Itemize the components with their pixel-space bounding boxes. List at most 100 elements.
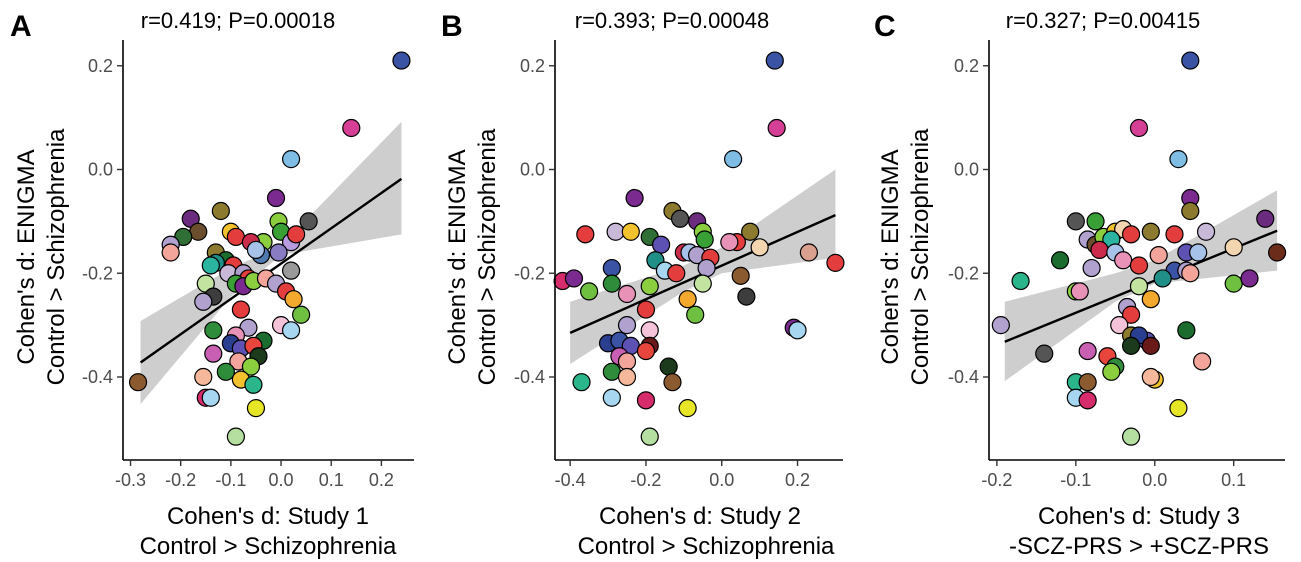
panel-b-point-45 bbox=[788, 321, 807, 340]
panel-b-point-11 bbox=[621, 222, 640, 241]
panel-a-point-40 bbox=[194, 292, 213, 311]
panel-a-x-tick-label: 0.1 bbox=[319, 470, 344, 490]
panel-a-point-13 bbox=[226, 227, 245, 247]
panel-a-x-tick-label: 0.2 bbox=[369, 470, 394, 490]
panel-b-ylabel-line2: Control > Schizophrenia bbox=[474, 128, 501, 385]
panel-b: B r=0.393; P=0.00048 Cohen's d: ENIGMA C… bbox=[441, 8, 845, 560]
panel-c-point-3 bbox=[1169, 150, 1188, 169]
panel-letter-c: C bbox=[874, 10, 896, 43]
panel-c-point-36 bbox=[1181, 264, 1200, 283]
panel-b-point-16 bbox=[750, 238, 769, 257]
panel-a-ylabel-line2: Control > Schizophrenia bbox=[43, 128, 70, 385]
panel-c-y-tick-label: 0.0 bbox=[954, 160, 979, 180]
panel-b-point-10 bbox=[606, 222, 625, 241]
panel-a-point-54 bbox=[204, 344, 223, 363]
panel-c-ylabel-line1: Cohen's d: ENIGMA bbox=[877, 149, 904, 364]
panel-a-y-tick-label: 0.0 bbox=[88, 160, 113, 180]
panel-c-point-24 bbox=[1129, 256, 1149, 275]
panel-b-point-9 bbox=[576, 225, 595, 244]
panel-b-point-55 bbox=[617, 367, 637, 387]
panel-a-point-4 bbox=[266, 188, 286, 208]
panel-b-point-13 bbox=[695, 230, 714, 249]
panel-c-stats-title: r=0.327; P=0.00415 bbox=[1006, 8, 1201, 33]
panel-a-confidence-band bbox=[140, 121, 402, 404]
panel-c-x-tick-label: 0.1 bbox=[1221, 470, 1246, 490]
panel-b-point-23 bbox=[720, 233, 739, 252]
panel-c-point-27 bbox=[1189, 243, 1208, 262]
panel-a-point-58 bbox=[194, 367, 213, 387]
panel-c-point-60 bbox=[1141, 367, 1160, 387]
panel-a-point-8 bbox=[189, 222, 208, 241]
panel-c-point-41 bbox=[1121, 305, 1141, 324]
panel-a-point-56 bbox=[241, 357, 261, 376]
panel-c-point-58 bbox=[1078, 373, 1097, 392]
panel-c-xlabel-line2: -SCZ-PRS > +SCZ-PRS bbox=[1009, 533, 1269, 560]
panel-b-point-15 bbox=[741, 222, 760, 241]
panel-a-point-3 bbox=[281, 150, 301, 169]
panel-b-x-tick-label: 0.2 bbox=[785, 470, 810, 490]
panel-b-point-60 bbox=[678, 399, 697, 418]
panel-a-xlabel-line2: Control > Schizophrenia bbox=[140, 533, 397, 560]
panel-a-point-43 bbox=[292, 305, 311, 324]
panel-a-point-27 bbox=[201, 256, 220, 275]
panel-letter-a: A bbox=[10, 10, 32, 43]
panel-b-point-40 bbox=[737, 287, 756, 306]
panel-a-point-63 bbox=[201, 388, 220, 407]
panel-b-y-tick-label: 0.0 bbox=[520, 160, 545, 180]
panel-b-y-tick-label: -0.2 bbox=[514, 263, 545, 283]
panel-b-point-50 bbox=[636, 341, 656, 361]
panel-c-point-32 bbox=[1082, 258, 1101, 278]
panel-b-ylabel-line1: Cohen's d: ENIGMA bbox=[444, 149, 471, 364]
panel-a-y-tick-label: 0.2 bbox=[88, 56, 113, 76]
panel-b-point-4 bbox=[625, 188, 644, 208]
panel-b-point-26 bbox=[667, 264, 686, 283]
panel-a-point-6 bbox=[211, 201, 230, 221]
panel-c-point-31 bbox=[1153, 269, 1172, 288]
panel-letter-b: B bbox=[441, 10, 463, 43]
panel-b-point-37 bbox=[731, 266, 750, 285]
panel-b-point-27 bbox=[602, 258, 621, 278]
panel-a-point-47 bbox=[204, 321, 223, 340]
panel-c-point-56 bbox=[1102, 362, 1121, 381]
panel-a-point-11 bbox=[161, 243, 180, 262]
panel-a-point-45 bbox=[281, 321, 301, 340]
panel-c-x-tick-label: 0.0 bbox=[1142, 470, 1167, 490]
panel-b-point-29 bbox=[826, 253, 845, 272]
panel-c-point-14 bbox=[1121, 225, 1141, 244]
panel-b-point-18 bbox=[652, 235, 671, 254]
panel-a-point-64 bbox=[246, 399, 266, 418]
panel-c-point-54 bbox=[1035, 344, 1054, 363]
panel-c-point-63 bbox=[1169, 399, 1188, 418]
panel-c-point-23 bbox=[1114, 251, 1133, 270]
panel-b-x-tick-label: -0.2 bbox=[630, 470, 661, 490]
panel-c-y-tick-label: -0.4 bbox=[948, 367, 979, 387]
panel-b-point-58 bbox=[602, 388, 621, 407]
panel-c-point-43 bbox=[991, 316, 1010, 335]
panel-a-point-1 bbox=[392, 51, 411, 70]
panel-a-x-tick-label: -0.1 bbox=[215, 470, 246, 490]
panel-c-point-21 bbox=[1090, 240, 1109, 260]
panel-a-point-61 bbox=[128, 373, 148, 392]
panel-a-y-tick-label: -0.2 bbox=[82, 263, 113, 283]
panel-c-point-39 bbox=[1141, 290, 1160, 309]
panel-b-xlabel-line1: Cohen's d: Study 2 bbox=[599, 503, 801, 530]
panel-b-point-59 bbox=[636, 391, 656, 410]
panel-a: A r=0.419; P=0.00018 Cohen's d: ENIGMA C… bbox=[10, 8, 414, 560]
panel-c-point-44 bbox=[1110, 316, 1129, 335]
panel-b-point-41 bbox=[686, 305, 705, 324]
panel-a-point-41 bbox=[284, 290, 303, 309]
panel-a-point-22 bbox=[246, 240, 266, 260]
panel-b-point-39 bbox=[636, 300, 656, 319]
panel-c-point-1 bbox=[1181, 51, 1200, 70]
panel-a-point-36 bbox=[281, 261, 301, 280]
panel-c-point-48 bbox=[1177, 321, 1196, 340]
panel-b-point-2 bbox=[767, 118, 786, 138]
panel-b-point-32 bbox=[580, 282, 599, 301]
panel-a-point-57 bbox=[216, 362, 235, 381]
panel-a-y-tick-label: -0.4 bbox=[82, 367, 113, 387]
panel-a-x-tick-label: 0.0 bbox=[269, 470, 294, 490]
panel-b-point-17 bbox=[799, 243, 818, 262]
panel-b-point-61 bbox=[640, 427, 659, 446]
panel-c-point-17 bbox=[1196, 222, 1216, 241]
